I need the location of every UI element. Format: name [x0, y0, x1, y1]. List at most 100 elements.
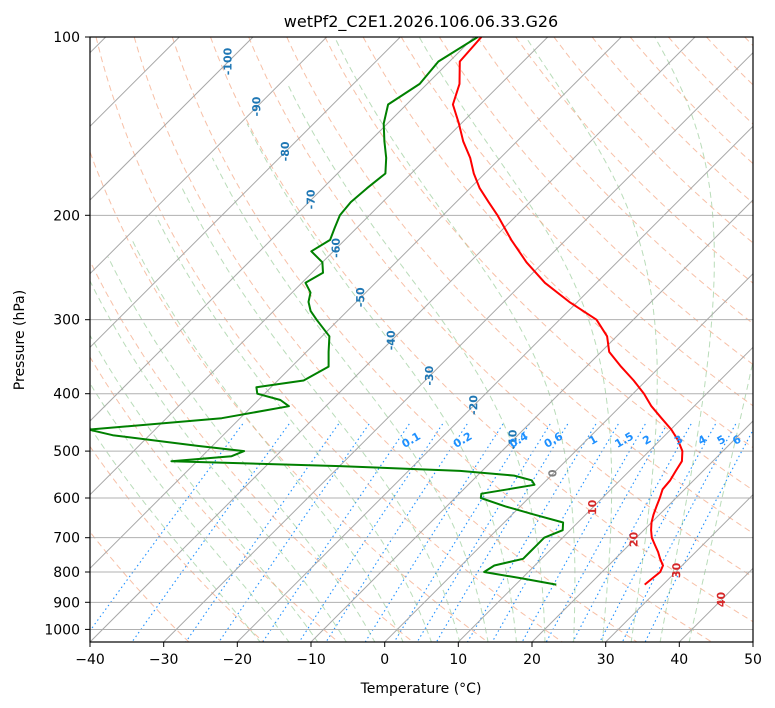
- moist-adiabat--16: [90, 382, 290, 642]
- dry-adiabat--30: [90, 531, 190, 642]
- x-tick-label--30: −30: [149, 652, 179, 668]
- isotherm-40: [678, 567, 753, 642]
- isotherm-50: [752, 641, 753, 642]
- y-tick-label-100: 100: [53, 30, 80, 46]
- dewpoint-trace: [90, 37, 565, 586]
- moist-adiabat--20: [90, 426, 261, 642]
- dry-adiabat-50: [210, 37, 753, 623]
- y-axis: 100 200 300 400 500 600 700 800 900 1000: [44, 30, 90, 638]
- mixing-ratio-line-0.2: [131, 423, 290, 642]
- x-tick-label-50: 50: [744, 652, 762, 668]
- dry-adiabat-150: [591, 37, 753, 204]
- y-axis-title: Pressure (hPa): [12, 290, 28, 390]
- x-axis-title: Temperature (°C): [360, 681, 482, 697]
- temperature-trace: [451, 37, 684, 586]
- moist-adiabat-12: [211, 157, 489, 642]
- moist-adiabats: [90, 37, 753, 642]
- isotherm-label--60: -60: [330, 238, 343, 258]
- y-tick-label-400: 400: [53, 387, 80, 403]
- isotherm-label-40: 40: [715, 591, 728, 607]
- plot-area: -100-90-80-70-60-50-40-30-20-10010203040…: [90, 37, 769, 642]
- dry-adiabat-10: [90, 150, 488, 642]
- plot-frame: [89, 36, 754, 643]
- dry-adiabat-40: [171, 37, 712, 642]
- mixing-ratio-label-5: 5: [715, 433, 728, 448]
- isotherm--100: [90, 37, 254, 201]
- dry-adiabat-180: [706, 37, 753, 86]
- y-tick-label-700: 700: [53, 531, 80, 547]
- isotherm-20: [531, 420, 753, 642]
- moist-adiabat--12: [90, 334, 319, 642]
- y-tick-label-500: 500: [53, 444, 80, 460]
- isotherm-label-0: 0: [546, 469, 559, 477]
- mixing-ratio-label-0.1: 0.1: [400, 430, 423, 451]
- mixing-ratio-line-25: [599, 423, 716, 642]
- mixing-ratio-label-2: 2: [640, 433, 653, 448]
- isotherm-10: [457, 346, 753, 642]
- isotherm-label--30: -30: [423, 365, 436, 385]
- isotherm-label--20: -20: [467, 395, 480, 415]
- mixing-ratio-line-1.5: [298, 423, 444, 642]
- isotherm--30: [163, 51, 753, 642]
- mixing-ratio-lines: [90, 423, 753, 642]
- moist-adiabat-0: [131, 239, 404, 642]
- moist-adiabat-40: [688, 358, 753, 642]
- isotherm--70: [90, 37, 475, 422]
- x-tick-label--20: −20: [223, 652, 253, 668]
- mixing-ratio-line-0.1: [90, 423, 244, 632]
- mixing-ratio-label-1: 1: [587, 433, 600, 448]
- isotherm-label--40: -40: [385, 330, 398, 350]
- isotherm-label-10: 10: [586, 499, 599, 515]
- isotherm--90: [90, 37, 328, 275]
- x-tick-label-40: 40: [670, 652, 688, 668]
- dry-adiabat-60: [248, 37, 753, 578]
- mixing-ratio-label-8: 8: [756, 433, 769, 448]
- dry-adiabat-110: [438, 37, 753, 366]
- dry-adiabat-70: [286, 37, 753, 534]
- isotherm-label--90: -90: [250, 96, 263, 116]
- moist-adiabat-28: [418, 37, 613, 642]
- y-tick-label-600: 600: [53, 491, 80, 507]
- dry-adiabat--20: [90, 445, 264, 642]
- x-axis: −40 −30 −20 −10 0 10 20 30 40 50: [75, 642, 762, 668]
- x-tick-label--40: −40: [75, 652, 105, 668]
- mixing-ratio-line-2: [325, 423, 468, 642]
- isotherm-gridlines: [90, 37, 753, 642]
- isotherm-label--10: -10: [506, 429, 519, 449]
- isotherm--60: [90, 37, 549, 496]
- dry-adiabat-190: [744, 37, 753, 47]
- isotherm-label--70: -70: [305, 189, 318, 209]
- moist-adiabat-32: [525, 37, 658, 642]
- mixing-ratio-label-0.2: 0.2: [451, 430, 474, 451]
- mixing-ratio-line-0.4: [185, 423, 340, 642]
- isotherm-label--50: -50: [354, 287, 367, 307]
- isotherm-30: [605, 493, 753, 642]
- y-tick-label-900: 900: [53, 595, 80, 611]
- dry-adiabat-140: [553, 37, 753, 244]
- isotherm-label-30: 30: [670, 562, 683, 578]
- mixing-ratio-line-4: [393, 423, 530, 642]
- mixing-ratio-line-1: [262, 423, 410, 642]
- x-tick-label--10: −10: [296, 652, 326, 668]
- isotherm--80: [90, 37, 401, 349]
- moist-adiabat-4: [155, 215, 432, 642]
- isotherm-label--80: -80: [279, 141, 292, 161]
- isotherm-label--100: -100: [221, 47, 234, 75]
- isobar-gridlines: [90, 37, 753, 630]
- mixing-ratio-line-3: [364, 423, 504, 642]
- dry-adiabat-30: [133, 37, 638, 642]
- x-tick-label-0: 0: [380, 652, 389, 668]
- y-tick-label-300: 300: [53, 313, 80, 329]
- mixing-ratio-line-13: [521, 423, 646, 642]
- y-tick-label-1000: 1000: [44, 622, 80, 638]
- isotherm--50: [90, 37, 622, 570]
- isotherm-0: [384, 272, 753, 642]
- x-tick-label-10: 10: [449, 652, 467, 668]
- isotherm-label-20: 20: [627, 531, 640, 547]
- mixing-ratio-line-5: [416, 423, 551, 642]
- mixing-ratio-line-36: [644, 428, 753, 642]
- chart-title: wetPf2_C2E1.2026.106.06.33.G26: [284, 12, 558, 32]
- gridline-annotations: -100-90-80-70-60-50-40-30-20-10010203040…: [221, 47, 769, 607]
- y-tick-label-800: 800: [53, 565, 80, 581]
